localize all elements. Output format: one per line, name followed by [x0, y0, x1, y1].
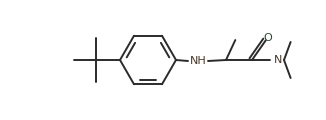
Text: N: N	[274, 55, 282, 65]
Text: NH: NH	[190, 56, 206, 66]
Text: O: O	[263, 33, 272, 43]
